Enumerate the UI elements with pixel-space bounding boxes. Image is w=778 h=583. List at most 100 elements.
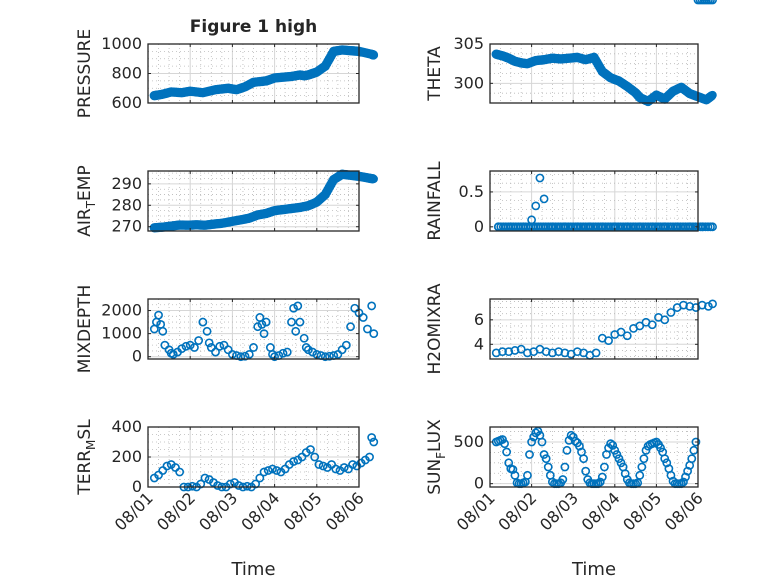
data-point [318, 461, 328, 471]
data-point [259, 467, 269, 477]
data-point [498, 347, 507, 357]
data-point [365, 452, 374, 462]
data-point [303, 345, 313, 355]
series-markers [491, 0, 717, 489]
data-point [244, 349, 254, 359]
data-point [510, 470, 520, 480]
y-tick-label: 600 [111, 93, 142, 112]
data-point [591, 348, 601, 358]
data-point [516, 344, 526, 354]
data-point [612, 450, 622, 459]
series-markers [149, 301, 379, 362]
data-point [325, 351, 334, 361]
data-point [255, 473, 265, 483]
data-point [562, 445, 572, 455]
data-point [339, 463, 349, 472]
x-tick-label: 08/05 [619, 488, 665, 534]
subplot-2: 300 305 THETA [425, 34, 717, 107]
data-point [213, 481, 223, 490]
data-point [234, 481, 244, 490]
subplot-5: 0 1000 2000 MIXDEPTH [75, 285, 379, 373]
data-point [708, 0, 717, 5]
data-point [622, 331, 632, 341]
data-point [369, 50, 378, 60]
y-axis-label: H2OMIXRA [425, 283, 445, 374]
axes-frame [489, 298, 699, 360]
data-point [215, 341, 225, 351]
data-point [194, 336, 204, 345]
data-point [263, 466, 273, 475]
data-point [308, 347, 317, 357]
data-point [363, 324, 372, 334]
data-point [257, 319, 267, 329]
y-axis-label: TERRMSL [75, 419, 98, 496]
data-point [348, 460, 358, 469]
data-point [187, 481, 197, 491]
x-tick-label: 08/03 [536, 488, 582, 534]
data-point [527, 437, 536, 447]
x-tick-label: 08/04 [237, 488, 283, 534]
data-point [687, 454, 697, 464]
data-point [158, 326, 168, 336]
data-point [639, 454, 649, 464]
y-tick-label: 6 [474, 310, 484, 329]
y-tick-label: 0 [132, 347, 142, 366]
data-point [190, 343, 199, 352]
y-tick-label: 200 [111, 447, 142, 466]
data-point [616, 327, 626, 337]
data-point [268, 464, 277, 474]
data-point [537, 437, 547, 447]
data-point [310, 452, 320, 462]
data-point [259, 329, 269, 339]
data-point [616, 458, 626, 468]
data-point [635, 321, 645, 331]
data-point [299, 333, 309, 343]
data-point [289, 457, 298, 466]
data-point [331, 464, 341, 474]
y-tick-label: 2000 [101, 301, 142, 320]
y-tick-label: 0.5 [459, 182, 484, 201]
data-point [502, 447, 512, 457]
y-axis-label: PRESSURE [75, 29, 95, 118]
x-tick-label: 08/02 [153, 488, 199, 534]
data-point [282, 347, 292, 357]
data-point [666, 308, 676, 317]
series-markers [149, 45, 379, 101]
data-point [369, 174, 378, 184]
y-tick-label: 0 [132, 477, 142, 496]
x-axis-label: Time [230, 559, 275, 580]
data-point [560, 462, 570, 472]
axes-frame [489, 43, 699, 104]
axes-frame [489, 170, 699, 232]
data-point [198, 317, 208, 327]
data-point [242, 481, 252, 491]
data-point [597, 472, 607, 482]
data-point [641, 445, 651, 455]
data-point [543, 462, 553, 472]
y-axis-label: THETA [425, 46, 445, 102]
data-point [295, 317, 305, 327]
y-tick-label: 305 [453, 34, 484, 53]
data-point [498, 435, 507, 444]
subplot-6: 4 6 H2OMIXRA [425, 283, 717, 375]
data-point [168, 349, 178, 359]
y-tick-label: 290 [111, 174, 142, 193]
axes-frame [147, 170, 360, 232]
data-point [708, 90, 717, 100]
data-point [635, 470, 645, 480]
data-point [236, 352, 246, 362]
data-point [162, 461, 172, 471]
data-point [185, 340, 195, 350]
data-point [240, 351, 250, 361]
data-point [566, 430, 576, 440]
data-point [539, 450, 549, 459]
subplot-3: 270 280 290 AIRTEMP [75, 165, 378, 237]
data-point [637, 462, 647, 472]
x-tick-label: 08/06 [322, 488, 368, 534]
data-point [293, 301, 303, 311]
data-point [614, 454, 624, 464]
data-point [369, 329, 379, 339]
y-tick-label: 800 [111, 64, 142, 83]
data-point [369, 437, 379, 447]
data-point [261, 317, 271, 327]
